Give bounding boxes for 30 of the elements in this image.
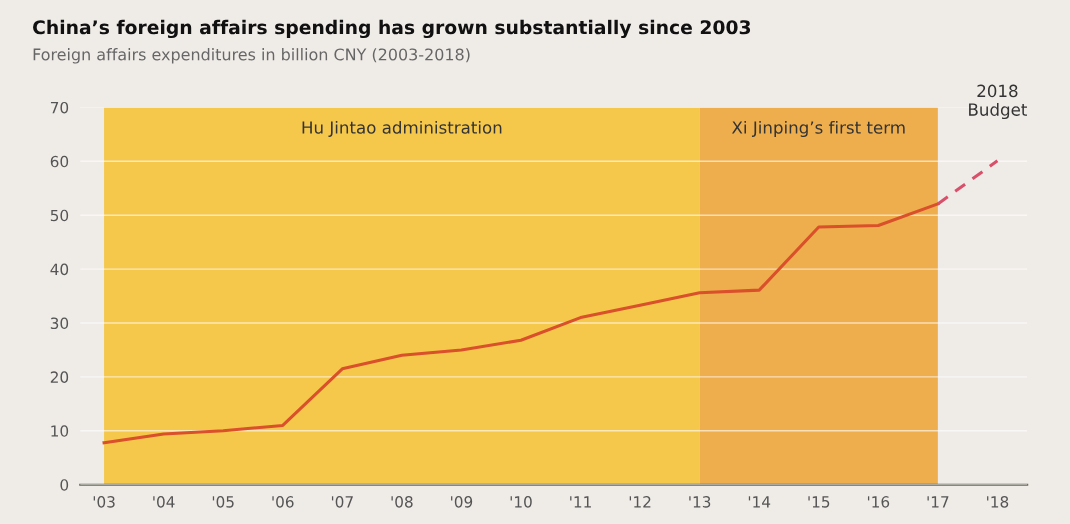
x-tick-label: '10 (510, 496, 532, 508)
x-tick-label: '11 (570, 496, 591, 508)
x-tick-label: '13 (689, 496, 711, 508)
x-tick-label: '08 (391, 496, 413, 508)
x-tick-label: '06 (272, 496, 294, 508)
x-tick-label: '16 (867, 496, 890, 508)
x-tick-label: '12 (629, 496, 651, 508)
y-tick-label: 70 (50, 101, 69, 114)
y-tick-label: 40 (50, 263, 69, 276)
x-tick-label: '18 (987, 496, 1009, 508)
y-tick-label: 0 (60, 479, 69, 491)
y-tick-label: 60 (50, 155, 69, 168)
x-tick-label: '04 (153, 496, 175, 508)
x-tick-label: '05 (212, 496, 234, 508)
y-tick-label: 30 (50, 317, 69, 330)
band-label: Xi Jinping’s first term (731, 120, 905, 138)
chart-subtitle: Foreign affairs expenditures in billion CNY (2003-2018) (33, 48, 470, 64)
line-series (102, 202, 940, 445)
x-tick-label: '09 (451, 496, 473, 508)
chart-title: China’s foreign affairs spending has grown substantially since 2003 (33, 19, 751, 39)
x-tick-label: '14 (748, 496, 771, 508)
x-tick-label: '03 (93, 496, 115, 508)
y-tick-label: 50 (50, 209, 69, 222)
x-tick-label: '15 (808, 496, 830, 508)
y-tick-label: 10 (51, 425, 69, 437)
x-tick-label: '17 (927, 496, 949, 508)
band-label: Hu Jintao administration (302, 120, 502, 137)
y-tick-label: 20 (50, 371, 69, 383)
annotation: 2018 Budget (969, 84, 1027, 120)
x-tick-label: '07 (331, 496, 353, 508)
